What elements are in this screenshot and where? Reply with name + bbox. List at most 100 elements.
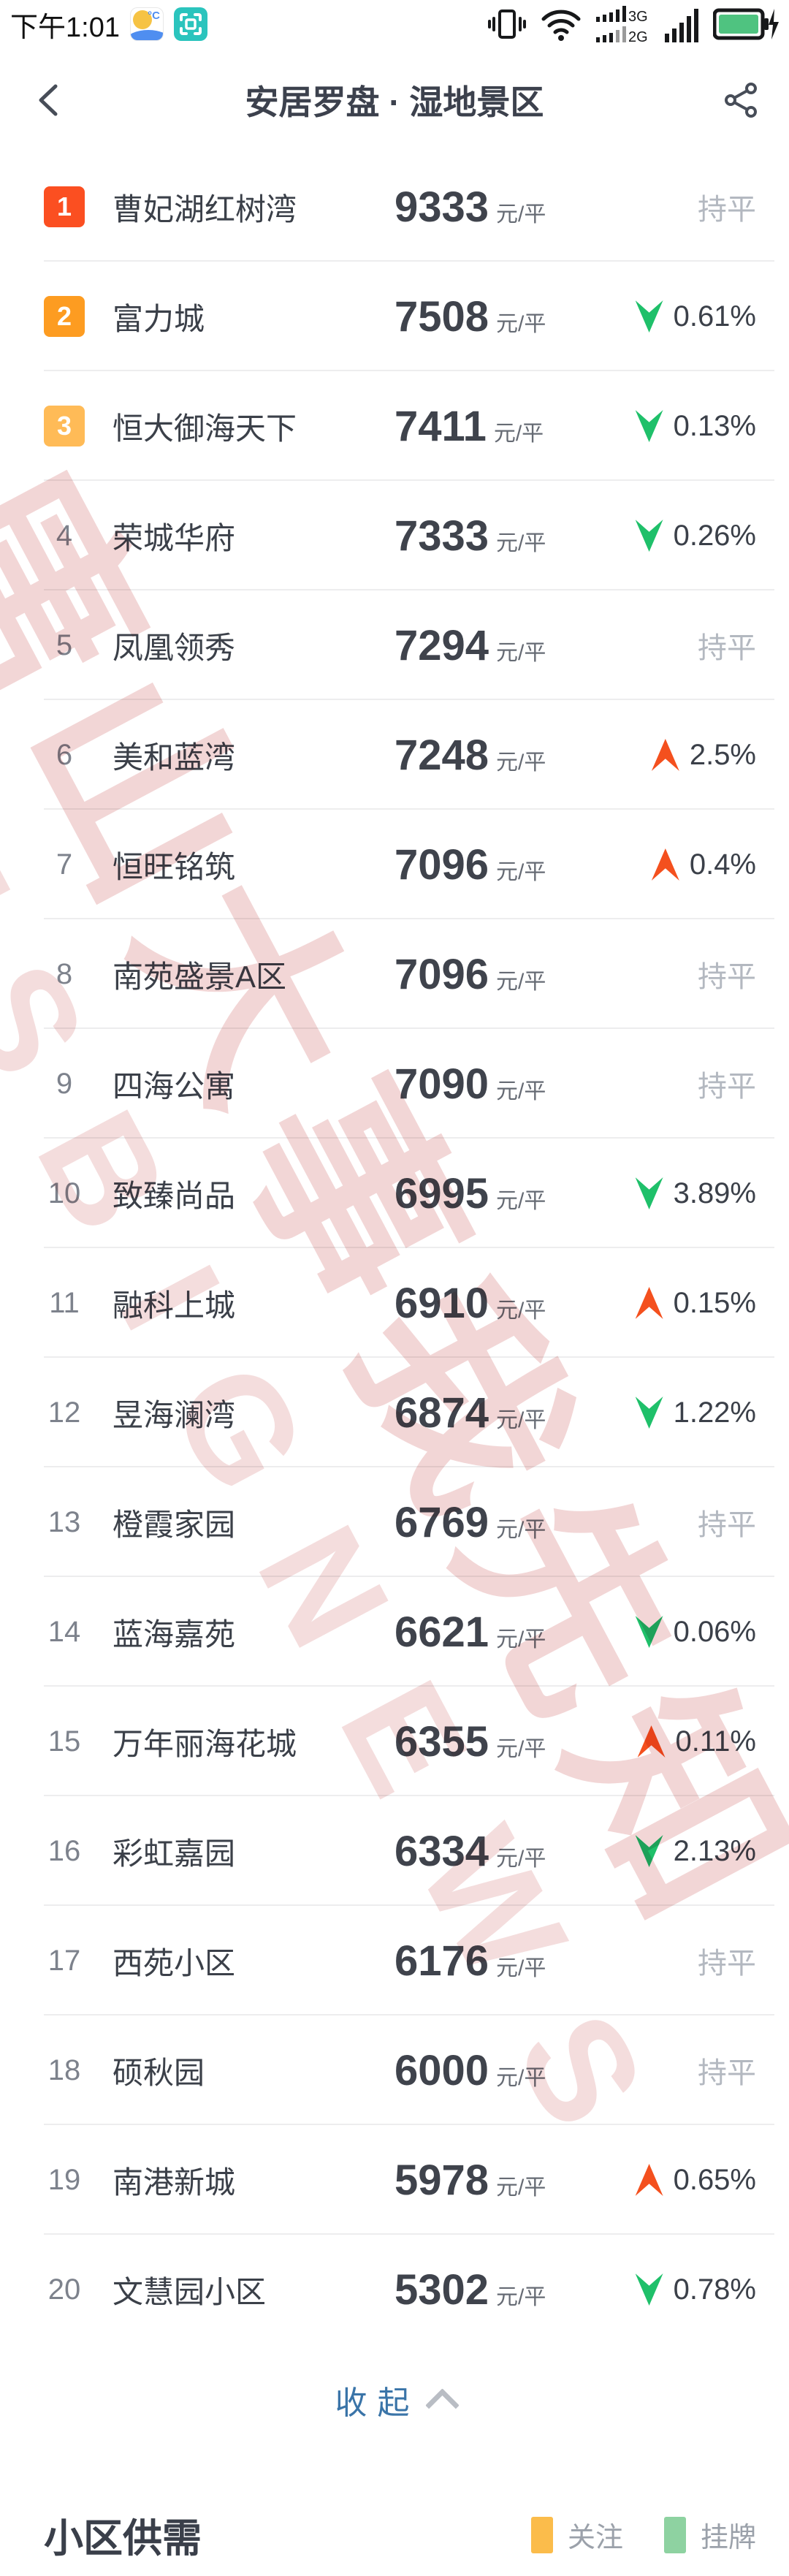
list-item[interactable]: 17 西苑小区 6176 元/平 持平: [0, 1906, 789, 2015]
community-name: 西苑小区: [113, 1945, 236, 1980]
rank-badge: 16: [47, 1834, 81, 1867]
page-title: 安居罗盘 · 湿地景区: [245, 83, 544, 121]
list-item[interactable]: 11 融科上城 6910 元/平 0.15%: [0, 1248, 789, 1358]
rank-badge: 7: [56, 848, 73, 881]
list-item[interactable]: 18 硕秋园 6000 元/平 持平: [0, 2015, 789, 2125]
legend-item-listing: 挂牌: [663, 2515, 756, 2555]
list-item[interactable]: 16 彩虹嘉园 6334 元/平 2.13%: [0, 1796, 789, 1906]
price-unit: 元/平: [496, 531, 546, 555]
price-unit: 元/平: [496, 1188, 546, 1213]
community-name: 文慧园小区: [113, 2274, 267, 2309]
price-change: 0.26%: [573, 520, 756, 552]
price-change: 持平: [573, 2049, 756, 2091]
price-value: 7333: [394, 512, 489, 560]
list-item[interactable]: 12 昱海澜湾 6874 元/平 1.22%: [0, 1358, 789, 1467]
community-name: 恒大御海天下: [113, 411, 297, 446]
price-value: 6769: [394, 1498, 489, 1546]
list-item[interactable]: 13 橙霞家园 6769 元/平 持平: [0, 1467, 789, 1577]
change-value: 持平: [698, 632, 756, 664]
app-header: 安居罗盘 · 湿地景区: [0, 48, 789, 152]
rank-badge: 6: [56, 738, 73, 771]
community-name: 橙霞家园: [113, 1507, 236, 1542]
list-item[interactable]: 4 荣城华府 7333 元/平 0.26%: [0, 481, 789, 590]
rank-badge: 13: [47, 1505, 81, 1538]
change-value: 持平: [698, 1509, 756, 1541]
rank-badge: 12: [47, 1396, 81, 1429]
price-value: 6995: [394, 1169, 489, 1217]
rank-badge: 11: [49, 1286, 80, 1319]
list-item[interactable]: 5 凤凰领秀 7294 元/平 持平: [0, 590, 789, 700]
change-value: 2.5%: [689, 738, 756, 771]
list-item[interactable]: 2 富力城 7508 元/平 0.61%: [0, 262, 789, 371]
section-title: 小区供需: [44, 2517, 202, 2561]
trend-arrow-icon: [635, 2164, 663, 2196]
price-unit: 元/平: [496, 1736, 546, 1761]
change-value: 0.78%: [673, 2273, 756, 2306]
price-unit: 元/平: [496, 640, 546, 665]
wifi-icon: [541, 10, 581, 41]
rank-badge: 8: [56, 957, 73, 990]
collapse-label: 收起: [335, 2385, 420, 2421]
rank-badge: 20: [47, 2273, 81, 2306]
price-change: 持平: [573, 1501, 756, 1543]
change-value: 2.13%: [673, 1834, 756, 1867]
list-item[interactable]: 8 南苑盛景A区 7096 元/平 持平: [0, 919, 789, 1029]
price-change: 0.11%: [573, 1725, 756, 1758]
trend-arrow-icon: [635, 1616, 663, 1648]
rank-badge: 3: [44, 406, 85, 447]
list-item[interactable]: 3 恒大御海天下 7411 元/平 0.13%: [0, 371, 789, 481]
price-change: 0.61%: [573, 300, 756, 333]
status-bar: 下午1:01 °C: [0, 0, 789, 48]
price-unit: 元/平: [496, 1956, 546, 1980]
price-change: 持平: [573, 1063, 756, 1105]
list-item[interactable]: 19 南港新城 5978 元/平 0.65%: [0, 2125, 789, 2235]
vibrate-icon: [488, 10, 526, 39]
legend: 关注 挂牌: [530, 2515, 756, 2555]
price-change: 持平: [573, 953, 756, 995]
list-item[interactable]: 9 四海公寓 7090 元/平 持平: [0, 1029, 789, 1139]
community-name: 南港新城: [113, 2165, 236, 2200]
price-value: 7096: [394, 840, 489, 889]
share-icon[interactable]: [723, 83, 758, 118]
community-name: 荣城华府: [113, 520, 236, 555]
rank-badge: 15: [47, 1725, 81, 1758]
community-name: 致臻尚品: [113, 1178, 236, 1213]
collapse-button[interactable]: 收起: [0, 2344, 789, 2455]
battery-charging-icon: [713, 8, 779, 40]
price-value: 7294: [394, 621, 489, 669]
price-change: 0.4%: [573, 848, 756, 881]
status-time: 下午1:01: [10, 12, 120, 43]
price-change: 3.89%: [573, 1177, 756, 1210]
list-item[interactable]: 14 蓝海嘉苑 6621 元/平 0.06%: [0, 1577, 789, 1687]
price-value: 9333: [394, 183, 489, 231]
chevron-up-icon: [424, 2387, 460, 2423]
change-value: 持平: [698, 1071, 756, 1103]
supply-demand-section: 小区供需 关注 挂牌: [0, 2493, 789, 2576]
community-name: 彩虹嘉园: [113, 1836, 236, 1871]
back-icon[interactable]: [34, 83, 67, 117]
list-item[interactable]: 1 曹妃湖红树湾 9333 元/平 持平: [0, 152, 789, 262]
rank-badge: 1: [44, 186, 85, 227]
list-item[interactable]: 10 致臻尚品 6995 元/平 3.89%: [0, 1139, 789, 1248]
price-value: 6910: [394, 1279, 489, 1327]
rank-badge: 14: [47, 1615, 81, 1648]
change-value: 0.06%: [673, 1615, 756, 1648]
community-name: 美和蓝湾: [113, 740, 236, 775]
change-value: 持平: [698, 961, 756, 993]
svg-text:2G: 2G: [628, 29, 648, 43]
list-item[interactable]: 6 美和蓝湾 7248 元/平 2.5%: [0, 700, 789, 810]
price-change: 持平: [573, 186, 756, 228]
price-unit: 元/平: [496, 2175, 546, 2200]
list-item[interactable]: 7 恒旺铭筑 7096 元/平 0.4%: [0, 810, 789, 919]
community-name: 恒旺铭筑: [113, 849, 236, 884]
list-item[interactable]: 20 文慧园小区 5302 元/平 0.78%: [0, 2235, 789, 2344]
legend-swatch-orange: [530, 2516, 553, 2553]
price-unit: 元/平: [496, 859, 546, 884]
list-item[interactable]: 15 万年丽海花城 6355 元/平 0.11%: [0, 1687, 789, 1796]
community-name: 四海公寓: [113, 1068, 236, 1103]
community-price-list: 1 曹妃湖红树湾 9333 元/平 持平 2 富力城 7508 元/平 0.61…: [0, 152, 789, 2344]
community-name: 硕秋园: [113, 2055, 205, 2090]
price-change: 0.06%: [573, 1616, 756, 1649]
change-value: 持平: [698, 2057, 756, 2089]
price-unit: 元/平: [496, 202, 546, 227]
